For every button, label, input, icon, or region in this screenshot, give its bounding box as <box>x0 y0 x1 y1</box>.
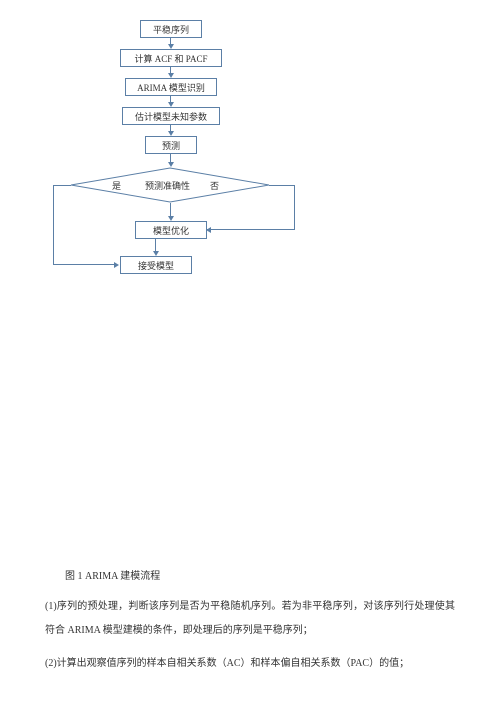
edge <box>269 185 294 186</box>
arrow-icon <box>206 227 211 233</box>
decision-yes-label: 是 <box>112 179 121 192</box>
paragraph-2: (2)计算出观察值序列的样本自相关系数（AC）和样本偏自相关系数（PAC）的值； <box>45 652 455 676</box>
decision-no-label: 否 <box>210 179 219 192</box>
caption-text: 图 1 ARIMA 建模流程 <box>45 565 455 589</box>
edge <box>170 203 171 217</box>
node-stationary-series: 平稳序列 <box>140 20 202 38</box>
node-arima-ident: ARIMA 模型识别 <box>125 78 217 96</box>
arima-flowchart: 平稳序列 计算 ACF 和 PACF ARIMA 模型识别 估计模型未知参数 预… <box>50 20 310 300</box>
node-optimize: 模型优化 <box>135 221 207 239</box>
decision-center-label: 预测准确性 <box>145 179 190 192</box>
node-accept-model: 接受模型 <box>120 256 192 274</box>
arrow-icon <box>114 262 119 268</box>
paragraph-1: (1)序列的预处理，判断该序列是否为平稳随机序列。若为非平稳序列，对该序列行处理… <box>45 595 455 643</box>
edge <box>53 185 71 186</box>
node-predict: 预测 <box>145 136 197 154</box>
decision-accuracy: 是 预测准确性 否 <box>70 167 270 203</box>
edge <box>53 185 54 264</box>
edge <box>294 185 295 229</box>
edge <box>206 229 295 230</box>
edge <box>53 264 115 265</box>
edge <box>155 238 156 252</box>
node-acf-pacf: 计算 ACF 和 PACF <box>120 49 222 67</box>
node-estimate-params: 估计模型未知参数 <box>122 107 220 125</box>
figure-caption: 图 1 ARIMA 建模流程 <box>45 565 455 589</box>
